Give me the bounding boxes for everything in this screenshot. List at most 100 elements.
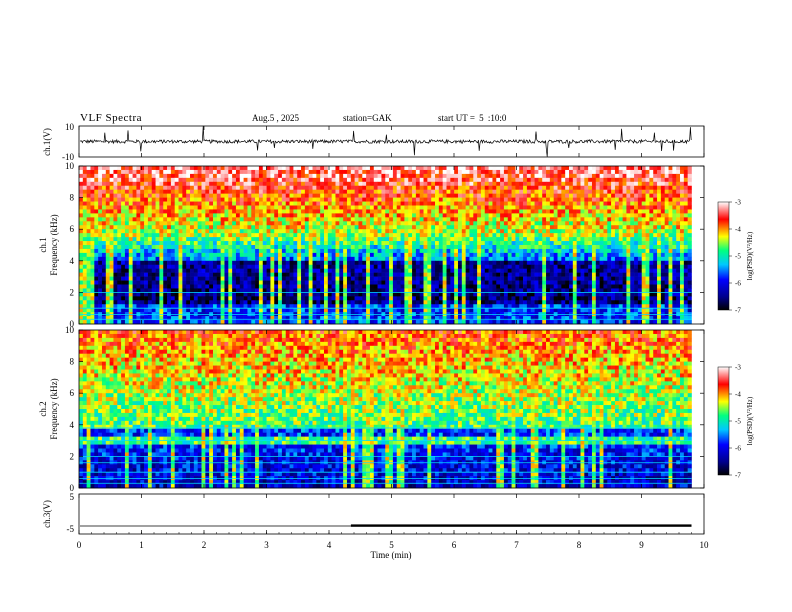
spec-cell (105, 209, 110, 214)
spec-cell (680, 256, 685, 262)
spec-cell (159, 276, 164, 281)
spec-cell (607, 280, 612, 285)
spec-cell (622, 217, 627, 222)
spec-cell (477, 229, 482, 234)
spec-cell (278, 241, 283, 246)
spec-cell (281, 284, 287, 289)
spec-cell (362, 248, 367, 254)
spec-cell (680, 252, 685, 258)
spec-cell (664, 217, 669, 222)
spec-cell (285, 166, 290, 171)
spec-cell (262, 193, 267, 198)
spec-cell (124, 245, 130, 250)
spec-cell (270, 233, 275, 238)
spec-cell (580, 237, 585, 242)
spec-cell (262, 185, 267, 190)
spec-cell (427, 217, 432, 222)
spec-cell (117, 201, 122, 206)
spec-cell (576, 193, 581, 198)
spec-cell (500, 264, 505, 269)
spec-cell (124, 205, 130, 210)
spec-cell (622, 169, 627, 175)
spec-cell (446, 201, 451, 206)
spec-cell (243, 229, 248, 234)
spec-cell (519, 260, 524, 266)
spec-cell (591, 252, 597, 258)
spec-cell (526, 268, 532, 273)
spec-cell (373, 169, 378, 175)
spec-cell (477, 225, 482, 230)
spec-cell (281, 193, 287, 198)
spec-cell (163, 181, 168, 187)
spec-cell (209, 225, 214, 230)
spec-cell (167, 173, 172, 179)
spec-cell (435, 189, 440, 194)
spec-cell (121, 256, 126, 262)
spec-cell (274, 213, 279, 218)
spec-cell (128, 256, 133, 262)
spec-cell (438, 177, 443, 183)
spec-cell (339, 221, 344, 226)
spec-cell (308, 225, 313, 230)
spec-cell (197, 256, 202, 262)
spec-cell (488, 264, 493, 269)
spec-cell (346, 221, 352, 226)
spec-cell (136, 233, 141, 238)
spec-cell (565, 205, 570, 210)
spec-cell (530, 272, 535, 277)
spec-cell (312, 233, 317, 238)
spec-cell (404, 241, 409, 246)
spec-cell (534, 221, 539, 226)
spec-cell (465, 272, 470, 277)
spec-cell (270, 189, 275, 194)
spec-cell (557, 185, 562, 190)
spec-cell (534, 284, 539, 289)
spec-cell (79, 233, 84, 238)
spec-cell (549, 173, 554, 179)
spec-cell (117, 264, 122, 269)
spec-cell (132, 169, 137, 175)
spec-cell (350, 213, 355, 218)
spec-cell (618, 237, 623, 242)
spec-cell (526, 272, 532, 277)
spec-cell (442, 225, 447, 230)
spec-cell (500, 193, 505, 198)
spec-cell (557, 272, 562, 277)
spec-cell (350, 248, 355, 254)
spec-cell (438, 276, 443, 281)
spec-cell (423, 248, 428, 254)
spec-cell (369, 280, 375, 285)
spec-cell (400, 181, 405, 187)
spec-cell (121, 272, 126, 277)
spec-cell (182, 268, 187, 273)
spec-cell (599, 272, 604, 277)
spec-cell (680, 237, 685, 242)
spec-cell (404, 276, 409, 281)
spec-cell (680, 201, 685, 206)
spec-cell (346, 272, 352, 277)
spec-cell (140, 280, 145, 285)
spec-cell (201, 241, 206, 246)
spec-cell (415, 248, 421, 254)
spec-cell (350, 268, 355, 273)
spec-cell (358, 252, 363, 258)
spec-cell (607, 221, 612, 226)
spec-cell (174, 225, 179, 230)
spec-cell (588, 276, 593, 281)
spec-cell (320, 233, 325, 238)
spec-cell (350, 177, 355, 183)
spec-cell (607, 217, 612, 222)
spec-cell (569, 193, 574, 198)
spec-cell (465, 260, 470, 266)
spec-cell (588, 181, 593, 187)
spec-cell (622, 205, 627, 210)
spec-cell (377, 173, 382, 179)
spec-cell (469, 209, 474, 214)
spec-cell (167, 213, 172, 218)
spec-cell (109, 288, 114, 293)
spec-cell (324, 284, 329, 289)
spec-cell (519, 181, 524, 187)
spec-cell (630, 213, 635, 218)
spec-cell (618, 217, 623, 222)
spec-cell (503, 256, 509, 262)
